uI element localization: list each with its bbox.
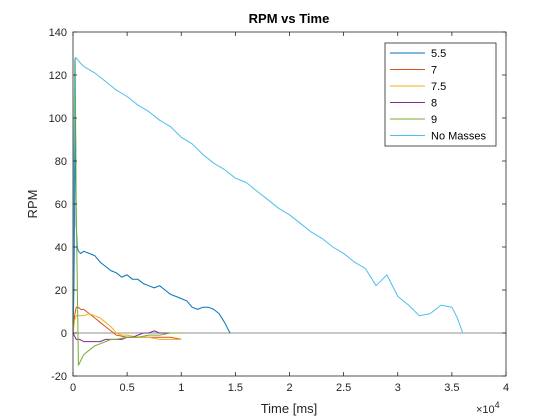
chart-title: RPM vs Time [249, 11, 330, 26]
y-tick-label: 100 [49, 113, 67, 125]
legend-label-5: No Masses [431, 131, 487, 143]
x-tick-label: 4 [503, 382, 509, 394]
y-tick-label: 120 [49, 70, 67, 82]
x-axis-label: Time [ms] [261, 401, 318, 416]
x-tick-label: 0.5 [119, 382, 134, 394]
x-tick-label: 0 [70, 382, 76, 394]
y-tick-label: 20 [55, 285, 67, 297]
y-tick-label: 80 [55, 156, 67, 168]
legend-label-2: 7.5 [431, 81, 446, 93]
y-tick-label: 40 [55, 242, 67, 254]
x-tick-label: 2 [286, 382, 292, 394]
x-tick-label: 3 [395, 382, 401, 394]
y-tick-label: -20 [51, 371, 67, 383]
x-tick-label: 2.5 [336, 382, 351, 394]
y-tick-label: 140 [49, 27, 67, 39]
x-tick-label: 3.5 [444, 382, 459, 394]
legend-label-1: 7 [431, 65, 437, 77]
y-tick-label: 60 [55, 199, 67, 211]
y-axis-label: RPM [25, 190, 40, 219]
legend-label-4: 9 [431, 114, 437, 126]
x-tick-label: 1 [178, 382, 184, 394]
y-tick-label: 0 [61, 328, 67, 340]
legend: 5.5 7 7.5 8 9 No Masses [385, 43, 496, 146]
x-tick-label: 1.5 [228, 382, 243, 394]
legend-label-3: 8 [431, 98, 437, 110]
legend-label-0: 5.5 [431, 48, 446, 60]
